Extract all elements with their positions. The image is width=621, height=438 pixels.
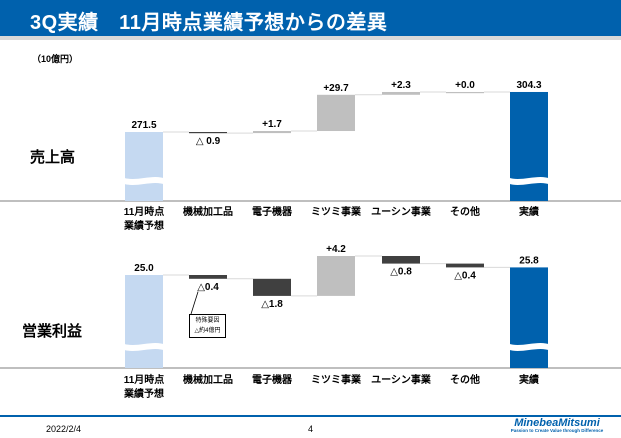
page-title: 3Q実績 11月時点業績予想からの差異 <box>30 12 388 34</box>
axis-break-wave <box>507 177 551 185</box>
category-label: その他 <box>450 375 480 386</box>
unit-label: （10億円） <box>32 54 79 64</box>
axis-break-wave <box>122 343 166 351</box>
axis-break-wave <box>507 343 551 351</box>
category-label: 機械加工品 <box>183 207 233 218</box>
header-bar <box>0 0 621 36</box>
company-logo: MinebeaMitsumi Passion to Create Value t… <box>502 417 612 433</box>
logo-text: MinebeaMitsumi <box>514 417 600 429</box>
bar-decrease <box>253 278 291 296</box>
footer-divider <box>0 415 621 417</box>
category-label: ユーシン事業 <box>371 207 431 218</box>
data-label: 25.8 <box>519 255 539 266</box>
category-label: 電子機器 <box>252 375 292 386</box>
bar-forecast <box>125 275 163 368</box>
bar-increase <box>253 131 291 134</box>
category-label: その他 <box>450 207 480 218</box>
bar-decrease <box>382 256 420 264</box>
category-label: 機械加工品 <box>183 375 233 386</box>
row-label-sales: 売上高 <box>30 149 76 166</box>
bar-decrease <box>446 263 484 268</box>
data-label: +0.0 <box>455 80 475 91</box>
bar-forecast <box>125 132 163 201</box>
bar-decrease <box>189 275 227 279</box>
data-label: △0.4 <box>197 282 219 293</box>
header-divider <box>0 36 621 40</box>
data-label: +4.2 <box>326 244 346 255</box>
data-label: +2.3 <box>391 80 411 91</box>
data-label: △0.8 <box>390 267 412 278</box>
category-label: 11月時点 業績予想 <box>123 375 165 400</box>
logo-tagline: Passion to Create Value through Differen… <box>510 428 604 433</box>
category-label: ユーシン事業 <box>371 375 431 386</box>
annotation-callout: 特殊要因 △約4億円 <box>189 314 226 338</box>
annotation-line-1: 特殊要因 <box>195 318 220 324</box>
bar-increase <box>317 256 355 296</box>
category-label: ミツミ事業 <box>311 375 361 386</box>
category-label: 実績 <box>519 375 539 386</box>
bar-actual <box>510 267 548 368</box>
data-label: 304.3 <box>516 80 541 91</box>
bar-increase <box>446 91 484 94</box>
row-label-operating-profit: 営業利益 <box>22 323 83 340</box>
data-label: +1.7 <box>262 119 282 130</box>
annotation-line-2: △約4億円 <box>194 328 221 334</box>
data-label: 271.5 <box>131 120 156 131</box>
data-label: △ 0.9 <box>196 136 221 147</box>
axis-break-wave <box>122 177 166 185</box>
footer-date: 2022/2/4 <box>46 424 82 434</box>
data-label: +29.7 <box>323 83 349 94</box>
annotation-leader-line <box>190 291 199 315</box>
bar-increase <box>382 91 420 95</box>
category-label: 実績 <box>519 207 539 218</box>
category-label: ミツミ事業 <box>311 207 361 218</box>
data-label: △0.4 <box>454 270 476 281</box>
category-label: 11月時点 業績予想 <box>123 207 165 232</box>
category-label: 電子機器 <box>252 207 292 218</box>
bar-decrease <box>189 132 227 134</box>
bar-increase <box>317 94 355 132</box>
data-label: 25.0 <box>134 263 154 274</box>
data-label: △1.8 <box>261 299 283 310</box>
page-number: 4 <box>308 424 314 434</box>
